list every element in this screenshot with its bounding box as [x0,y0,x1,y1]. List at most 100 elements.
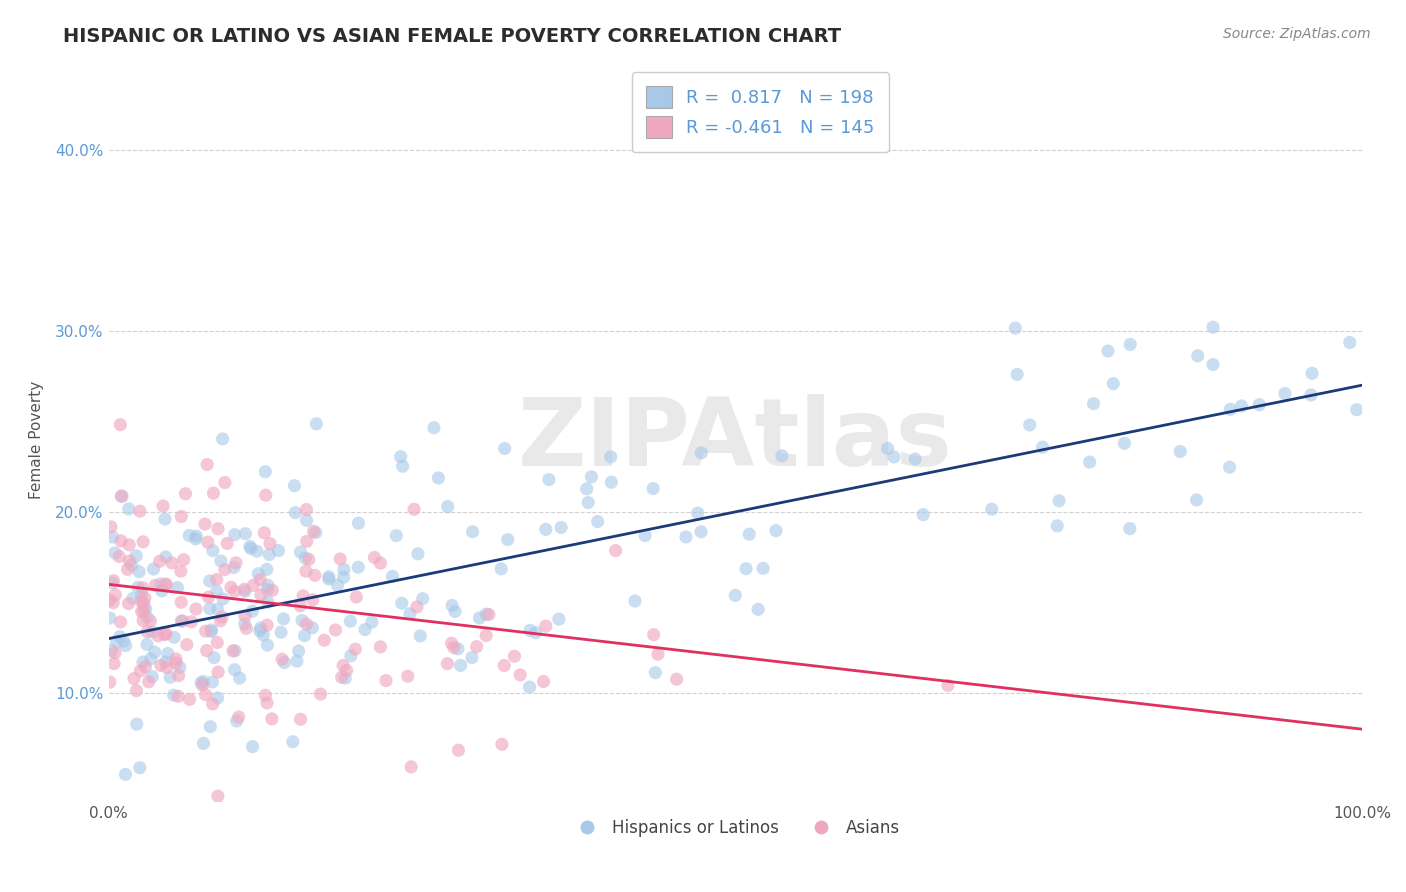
Point [339,614,361,628]
Point [1047,493,1070,508]
Point [441,599,464,613]
Point [98,675,121,690]
Point [537,473,560,487]
Point [586,515,609,529]
Point [291,614,314,628]
Point [634,528,657,542]
Point [624,594,647,608]
Point [105,635,128,649]
Point [125,717,148,731]
Point [228,671,250,685]
Point [145,578,167,592]
Point [150,584,173,599]
Point [118,502,141,516]
Point [295,502,318,516]
Point [301,621,323,635]
Point [253,525,276,540]
Point [399,607,422,621]
Point [153,627,176,641]
Point [233,617,256,632]
Point [1346,402,1368,417]
Point [370,556,392,570]
Point [195,458,218,472]
Point [101,530,124,544]
Point [665,672,688,686]
Point [436,500,458,514]
Point [249,624,271,638]
Point [375,673,398,688]
Point [478,607,501,622]
Point [285,654,308,668]
Point [110,615,132,629]
Point [163,688,186,702]
Point [389,450,412,464]
Point [186,529,208,543]
Point [128,565,150,579]
Text: HISPANIC OR LATINO VS ASIAN FEMALE POVERTY CORRELATION CHART: HISPANIC OR LATINO VS ASIAN FEMALE POVER… [63,27,841,45]
Point [125,549,148,563]
Point [103,574,125,588]
Point [1005,368,1028,382]
Point [344,642,367,657]
Point [254,488,277,502]
Point [581,470,603,484]
Point [335,664,357,678]
Point [159,670,181,684]
Point [167,690,190,704]
Point [224,663,246,677]
Point [309,687,332,701]
Point [155,549,177,564]
Point [200,623,222,637]
Point [295,564,318,578]
Point [170,614,193,628]
Point [110,489,132,503]
Point [222,644,245,658]
Point [304,568,326,582]
Point [256,696,278,710]
Point [172,614,194,628]
Point [146,629,169,643]
Point [1230,399,1253,413]
Point [509,668,531,682]
Point [335,671,357,685]
Point [195,643,218,657]
Point [1202,358,1225,372]
Point [295,513,318,527]
Point [138,674,160,689]
Point [198,574,221,588]
Point [427,471,450,485]
Point [447,743,470,757]
Point [1274,386,1296,401]
Point [176,638,198,652]
Point [134,591,156,605]
Point [494,658,516,673]
Point [519,680,541,694]
Point [201,543,224,558]
Point [132,534,155,549]
Point [406,599,429,614]
Point [200,624,222,639]
Point [201,697,224,711]
Point [399,760,422,774]
Point [141,670,163,684]
Point [262,583,284,598]
Point [129,664,152,678]
Point [475,628,498,642]
Point [170,595,193,609]
Point [249,573,271,587]
Point [98,593,121,607]
Point [770,449,793,463]
Point [752,561,775,575]
Point [292,589,315,603]
Point [284,506,307,520]
Point [132,597,155,611]
Point [1249,398,1271,412]
Point [194,624,217,639]
Point [112,634,135,648]
Point [1004,321,1026,335]
Point [247,566,270,581]
Point [363,550,385,565]
Point [402,502,425,516]
Point [290,599,312,613]
Point [214,475,236,490]
